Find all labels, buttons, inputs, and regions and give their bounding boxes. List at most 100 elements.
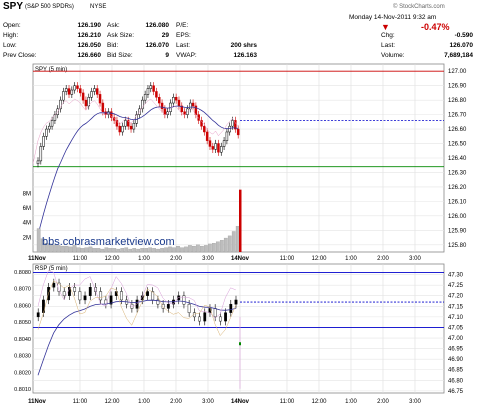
rsp-bar	[62, 291, 66, 296]
x-tick-label: 11Nov	[28, 256, 46, 262]
candle	[84, 99, 88, 107]
candle	[101, 102, 105, 112]
y-tick-label: 125.90	[448, 228, 467, 234]
rsp-bar	[224, 312, 227, 322]
y-tick-label-left: 0.8070	[14, 287, 31, 293]
candle	[62, 91, 65, 101]
rsp-bar	[88, 287, 92, 296]
volume-bar	[231, 231, 236, 253]
candle	[157, 97, 161, 104]
candle	[228, 125, 231, 133]
candle	[220, 146, 223, 153]
volume-tick-label: 2M	[23, 235, 31, 241]
candle	[163, 108, 167, 115]
volume-bar	[64, 245, 69, 253]
volume-bar	[108, 248, 113, 253]
brand-logo: © StockCharts.com	[393, 4, 445, 10]
candle	[189, 102, 192, 110]
rsp-bar	[36, 312, 40, 318]
candle	[95, 88, 99, 95]
y-tick-label-right: 46.80	[448, 378, 464, 384]
x-tick-label: 12:00	[104, 256, 120, 262]
volume-bar	[116, 248, 121, 253]
candle	[214, 143, 217, 150]
candle	[124, 120, 127, 127]
candle	[81, 92, 85, 101]
quote-value: -0.590	[454, 32, 473, 39]
volume-bar	[124, 247, 129, 253]
volume-bar	[76, 247, 81, 253]
candle	[45, 128, 48, 137]
candle	[93, 88, 96, 92]
y-tick-label: 126.90	[448, 84, 467, 90]
rsp-bar	[135, 299, 139, 309]
quote-value: 126.190	[77, 22, 102, 29]
candle	[141, 99, 144, 110]
candle	[90, 91, 93, 98]
candle	[197, 114, 200, 121]
quote-value: 29	[161, 32, 169, 39]
candle	[129, 125, 133, 130]
y-tick-label-right: 46.90	[448, 357, 464, 363]
volume-bar	[196, 244, 200, 253]
candle	[180, 105, 184, 112]
ticker-exchange: NYSE	[90, 4, 107, 10]
candle	[59, 99, 62, 110]
volume-bar	[144, 248, 149, 253]
volume-bar-last	[239, 189, 242, 252]
volume-bar	[164, 247, 168, 253]
volume-bar	[52, 244, 57, 253]
rsp-last-mark	[239, 342, 241, 346]
quote-label: P/E:	[176, 22, 189, 29]
candle	[152, 85, 155, 92]
y-tick-label-right: 47.00	[448, 336, 464, 342]
rsp-bar	[73, 287, 77, 292]
volume-bar	[156, 248, 160, 253]
volume-bar	[132, 248, 137, 253]
candle	[177, 99, 181, 107]
quote-label: Chg:	[381, 32, 395, 39]
candle	[217, 143, 220, 153]
candle	[118, 125, 122, 133]
volume-bar	[211, 243, 216, 253]
quote-label: Volume:	[381, 52, 405, 59]
y-tick-label: 126.10	[448, 199, 467, 205]
x-tick-label: 11:00	[280, 399, 295, 405]
panel-title: RSP (5 min)	[35, 266, 68, 272]
rsp-ratio-line	[37, 270, 236, 319]
volume-bar	[72, 245, 77, 253]
rsp-bar	[229, 303, 233, 313]
rsp-bar	[198, 316, 201, 322]
candle	[112, 117, 116, 121]
y-tick-label-right: 47.05	[448, 325, 464, 331]
quote-label: Prev Close:	[3, 52, 37, 59]
y-tick-label-left: 0.8020	[14, 370, 31, 376]
quote-value: 7,689,184	[444, 52, 473, 59]
rsp-bar	[83, 295, 87, 301]
volume-bar	[219, 240, 224, 253]
y-tick-label-left: 0.8010	[14, 387, 31, 393]
rsp-bar	[213, 308, 217, 318]
x-tick-label: 2:00	[377, 399, 389, 405]
quote-value: 126.070	[145, 42, 170, 49]
volume-bar	[148, 247, 152, 253]
quote-value: 126.210	[77, 32, 102, 39]
y-tick-label: 126.60	[448, 127, 467, 133]
rsp-panel-frame	[32, 263, 445, 394]
volume-bar	[140, 248, 145, 253]
y-tick-label: 126.40	[448, 156, 467, 162]
candle	[203, 125, 206, 133]
candle	[39, 146, 43, 162]
candle	[149, 85, 153, 89]
volume-bar	[120, 248, 125, 253]
candle	[67, 88, 71, 95]
y-tick-label-right: 46.75	[448, 389, 464, 395]
volume-bar	[36, 228, 41, 253]
x-tick-label: 12:00	[311, 256, 327, 262]
quote-value: 126.660	[77, 52, 102, 59]
y-tick-label: 126.50	[448, 142, 467, 148]
volume-bar	[40, 238, 45, 253]
volume-bar	[204, 245, 208, 253]
x-tick-label: 12:00	[104, 399, 120, 405]
volume-bar	[200, 245, 204, 253]
